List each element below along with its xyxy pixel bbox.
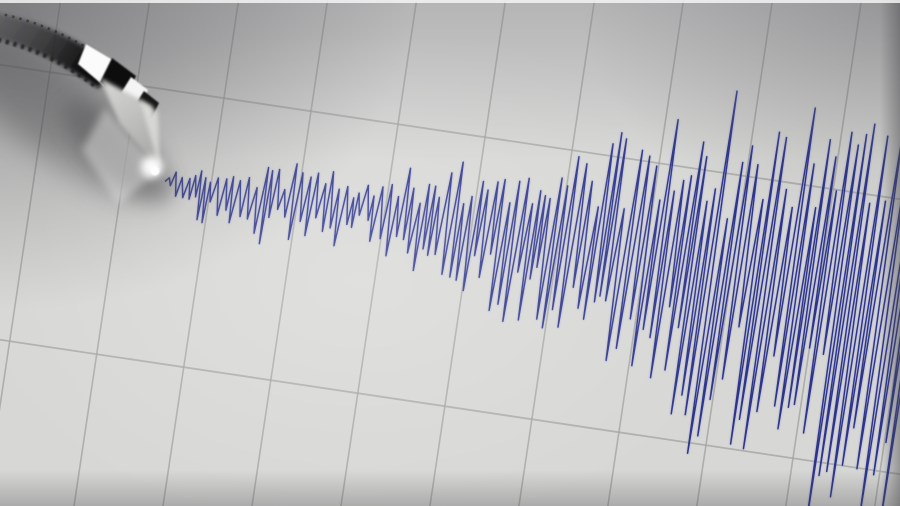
paper-light-wedge xyxy=(82,108,160,205)
needle-tip-cone-highlight xyxy=(140,100,160,170)
needle-arm-serrated-edge xyxy=(0,37,100,90)
needle-tip-glow xyxy=(141,156,163,178)
needle-tip-cone xyxy=(100,78,160,170)
seismograph-needle-arm xyxy=(0,12,173,205)
needle-tip-contact-point xyxy=(150,166,160,176)
